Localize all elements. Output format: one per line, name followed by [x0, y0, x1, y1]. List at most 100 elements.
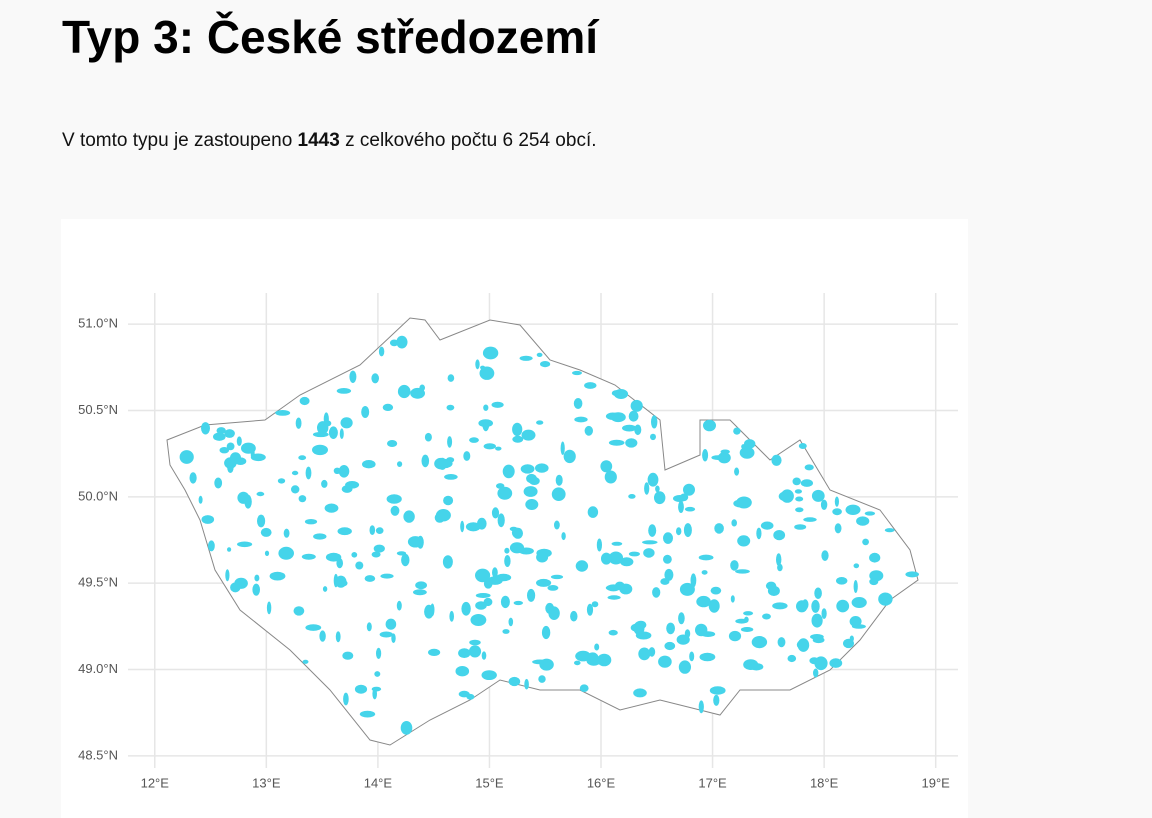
- municipality-area: [538, 675, 546, 683]
- municipality-area: [430, 603, 435, 617]
- municipality-area: [214, 477, 223, 489]
- municipality-area: [803, 517, 817, 522]
- municipality-area: [678, 660, 692, 674]
- municipality-area: [335, 631, 341, 643]
- municipality-area: [256, 491, 265, 497]
- municipality-area: [655, 485, 660, 493]
- municipality-area: [374, 671, 381, 677]
- municipality-area: [227, 547, 232, 552]
- municipality-area: [560, 441, 565, 455]
- municipality-area: [495, 573, 512, 582]
- municipality-area: [244, 494, 252, 509]
- municipality-area: [518, 547, 534, 555]
- municipality-area: [573, 398, 583, 409]
- municipality-area: [798, 443, 807, 449]
- municipality-area: [905, 571, 919, 578]
- municipality-area: [821, 550, 829, 561]
- municipality-area: [529, 477, 540, 485]
- municipality-area: [800, 479, 814, 487]
- municipality-area: [447, 436, 453, 448]
- text: z celkového počtu 6 254 obcí.: [345, 130, 597, 151]
- municipality-area: [500, 595, 510, 609]
- municipality-area: [460, 520, 465, 533]
- municipality-area: [654, 491, 666, 505]
- municipality-area: [354, 684, 368, 694]
- municipality-area: [492, 567, 498, 578]
- municipality-area: [814, 587, 822, 599]
- municipality-area: [658, 655, 672, 668]
- municipality-area: [361, 406, 370, 418]
- municipality-area: [343, 692, 349, 706]
- municipality-area: [714, 523, 724, 534]
- x-tick-label: 12°E: [141, 775, 170, 790]
- municipality-area: [794, 524, 807, 530]
- municipality-area: [849, 616, 862, 627]
- municipality-area: [733, 499, 749, 508]
- municipality-area: [635, 620, 647, 630]
- y-tick-label: 50.5°N: [78, 402, 118, 417]
- municipality-area: [483, 443, 496, 450]
- municipality-area: [525, 499, 539, 510]
- municipality-area: [491, 507, 500, 519]
- x-tick-label: 16°E: [587, 775, 616, 790]
- municipality-area: [795, 507, 804, 513]
- municipality-area: [527, 588, 536, 602]
- municipality-area: [278, 546, 294, 560]
- municipality-area: [628, 410, 639, 422]
- intro-text: V tomto typu je zastoupeno 1443 z celkov…: [62, 130, 597, 152]
- municipality-area: [475, 593, 491, 598]
- municipality-area: [579, 684, 589, 692]
- municipality-area: [540, 361, 551, 368]
- municipality-area: [328, 426, 338, 439]
- municipality-area: [275, 410, 291, 416]
- page-title: Typ 3: České středozemí: [62, 11, 599, 63]
- municipality-area: [502, 464, 515, 479]
- municipality-area: [371, 373, 380, 384]
- municipality-area: [291, 470, 299, 476]
- municipality-area: [449, 610, 455, 622]
- municipality-area: [651, 415, 658, 429]
- municipality-area: [355, 561, 364, 570]
- municipality-area: [396, 600, 402, 611]
- municipality-area: [250, 453, 266, 462]
- municipality-area: [652, 587, 661, 598]
- municipality-area: [372, 688, 378, 700]
- municipality-area: [834, 496, 840, 507]
- municipality-area: [547, 585, 559, 591]
- municipality-area: [283, 528, 290, 538]
- municipality-area: [396, 335, 408, 349]
- municipality-area: [843, 638, 854, 649]
- municipality-area: [605, 584, 621, 591]
- municipality-area: [664, 641, 676, 651]
- municipality-area: [304, 519, 318, 525]
- municipality-area: [740, 627, 754, 632]
- municipality-area: [532, 659, 548, 665]
- municipality-area: [444, 474, 458, 480]
- municipality-area: [710, 586, 722, 595]
- municipality-area: [299, 396, 310, 406]
- municipality-area: [663, 532, 673, 544]
- municipality-area: [257, 514, 266, 528]
- municipality-area: [401, 553, 410, 567]
- municipality-area: [771, 454, 782, 466]
- municipality-area: [613, 389, 629, 399]
- municipality-area: [701, 570, 708, 575]
- municipality-area: [698, 554, 714, 561]
- municipality-area: [829, 658, 843, 668]
- municipality-area: [550, 574, 564, 580]
- municipality-area: [690, 573, 697, 588]
- municipality-area: [777, 637, 786, 648]
- municipality-area: [428, 648, 441, 656]
- municipality-area: [508, 676, 521, 687]
- municipality-area: [482, 346, 499, 360]
- municipality-area: [227, 462, 234, 473]
- municipality-area: [853, 580, 858, 593]
- municipality-area: [664, 568, 674, 581]
- municipality-area: [737, 535, 751, 547]
- municipality-area: [342, 651, 354, 660]
- municipality-area: [469, 437, 479, 443]
- municipality-area: [709, 686, 726, 695]
- municipality-area: [864, 511, 876, 516]
- municipality-area: [536, 420, 544, 425]
- municipality-area: [587, 506, 599, 518]
